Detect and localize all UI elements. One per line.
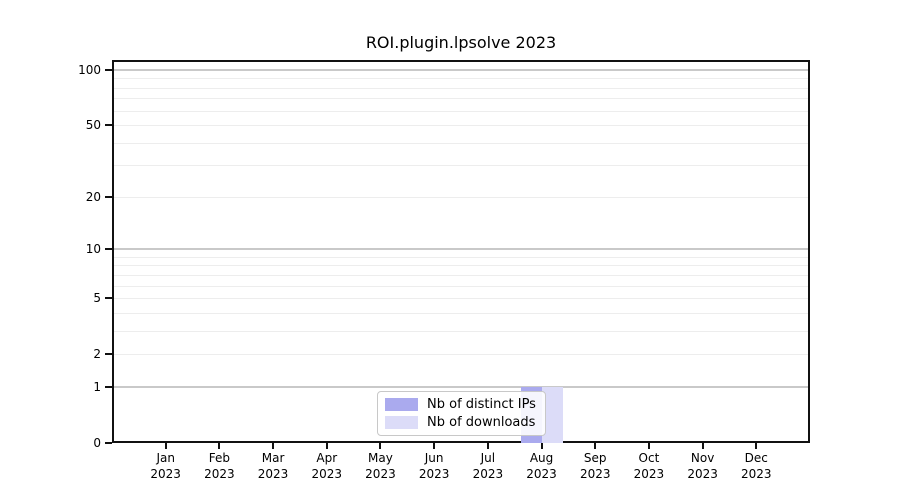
- x-tick-month: Oct: [638, 451, 660, 465]
- legend-swatch-icon: [385, 416, 418, 429]
- major-gridline: [114, 69, 808, 71]
- x-tick-year: 2023: [150, 467, 181, 481]
- y-axis-tick: [105, 442, 112, 444]
- x-tick-month: Jan: [156, 451, 175, 465]
- y-axis-tick-label: 100: [78, 63, 101, 77]
- chart-title: ROI.plugin.lpsolve 2023: [365, 33, 557, 52]
- minor-gridline: [114, 330, 808, 332]
- x-tick-year: 2023: [418, 467, 450, 481]
- x-tick-year: 2023: [365, 467, 396, 481]
- x-axis-tick: [755, 443, 758, 449]
- x-tick-month: Feb: [208, 451, 230, 465]
- x-axis-tick: [647, 443, 650, 449]
- y-axis-tick: [105, 353, 112, 356]
- x-axis-tick: [218, 443, 221, 449]
- major-gridline: [114, 385, 808, 388]
- legend-swatch-icon: [385, 398, 418, 411]
- y-axis-tick: [105, 297, 112, 300]
- x-axis-tick-label: Mar 2023: [241, 450, 305, 482]
- x-axis-tick: [272, 443, 275, 449]
- y-axis-tick: [105, 195, 112, 198]
- minor-gridline: [114, 196, 808, 198]
- y-axis-tick-label: 10: [85, 242, 101, 257]
- minor-gridline: [114, 98, 808, 100]
- x-axis-tick: [540, 443, 543, 449]
- minor-gridline: [114, 354, 808, 356]
- x-axis-tick-label: Apr 2023: [295, 450, 359, 482]
- x-tick-year: 2023: [204, 467, 235, 481]
- x-axis-tick: [379, 443, 382, 449]
- major-gridline: [114, 248, 808, 251]
- legend-item: Nb of distinct IPs: [385, 397, 536, 412]
- x-axis-tick-label: Aug 2023: [510, 450, 574, 482]
- x-tick-month: Mar: [261, 451, 285, 465]
- x-tick-year: 2023: [526, 467, 557, 481]
- y-axis-tick: [105, 69, 112, 71]
- legend: Nb of distinct IPs Nb of downloads: [377, 391, 546, 436]
- x-tick-month: Apr: [316, 451, 338, 465]
- x-axis-tick: [486, 443, 489, 449]
- x-tick-year: 2023: [633, 467, 665, 481]
- minor-gridline: [114, 87, 808, 89]
- y-axis-tick-label: 5: [93, 291, 101, 306]
- bar-nb-of-downloads: [541, 386, 563, 443]
- x-axis-tick-label: Jul 2023: [456, 450, 520, 482]
- x-tick-year: 2023: [579, 467, 611, 481]
- x-axis-tick-label: Feb 2023: [187, 450, 251, 482]
- minor-gridline: [114, 298, 808, 300]
- x-tick-month: Jul: [480, 451, 496, 465]
- minor-gridline: [114, 312, 808, 314]
- x-tick-month: Nov: [690, 451, 715, 465]
- minor-gridline: [114, 265, 808, 267]
- x-axis-tick: [594, 443, 597, 449]
- minor-gridline: [114, 256, 808, 258]
- legend-item-label: Nb of downloads: [427, 415, 536, 430]
- x-axis-tick-label: Sep 2023: [563, 450, 627, 482]
- x-tick-year: 2023: [311, 467, 343, 481]
- y-axis-tick: [105, 385, 112, 388]
- x-axis-tick-label: Nov 2023: [671, 450, 735, 482]
- x-tick-year: 2023: [257, 467, 289, 481]
- y-axis-tick-label: 0: [93, 436, 101, 450]
- x-axis-tick-label: Jun 2023: [402, 450, 466, 482]
- legend-item: Nb of downloads: [385, 415, 536, 430]
- minor-gridline: [114, 165, 808, 167]
- minor-gridline: [114, 125, 808, 127]
- minor-gridline: [114, 274, 808, 276]
- x-tick-month: Jun: [424, 451, 444, 465]
- x-axis-tick: [164, 443, 167, 449]
- minor-gridline: [114, 110, 808, 112]
- legend-item-label: Nb of distinct IPs: [427, 397, 536, 412]
- x-tick-year: 2023: [472, 467, 504, 481]
- x-axis-tick: [325, 443, 328, 449]
- x-axis-tick-label: Dec 2023: [724, 450, 788, 482]
- plot-area: [112, 60, 810, 443]
- x-tick-year: 2023: [741, 467, 772, 481]
- x-tick-year: 2023: [687, 467, 718, 481]
- x-axis-tick-label: Jan 2023: [134, 450, 198, 482]
- minor-gridline: [114, 142, 808, 144]
- x-tick-month: May: [368, 451, 393, 465]
- x-axis-tick: [433, 443, 436, 449]
- x-tick-month: Aug: [529, 451, 554, 465]
- x-axis-tick-label: May 2023: [348, 450, 412, 482]
- x-axis-tick-label: Oct 2023: [617, 450, 681, 482]
- y-axis-tick-label: 20: [85, 189, 101, 204]
- y-axis-tick-label: 2: [93, 347, 101, 362]
- minor-gridline: [114, 285, 808, 287]
- minor-gridline: [114, 78, 808, 80]
- x-axis-tick: [701, 443, 704, 449]
- x-tick-month: Dec: [744, 451, 768, 465]
- y-axis-tick: [105, 248, 112, 251]
- x-tick-month: Sep: [583, 451, 607, 465]
- y-axis-tick-label: 50: [85, 118, 101, 133]
- y-axis-tick-label: 1: [93, 379, 101, 394]
- y-axis-tick: [105, 124, 112, 127]
